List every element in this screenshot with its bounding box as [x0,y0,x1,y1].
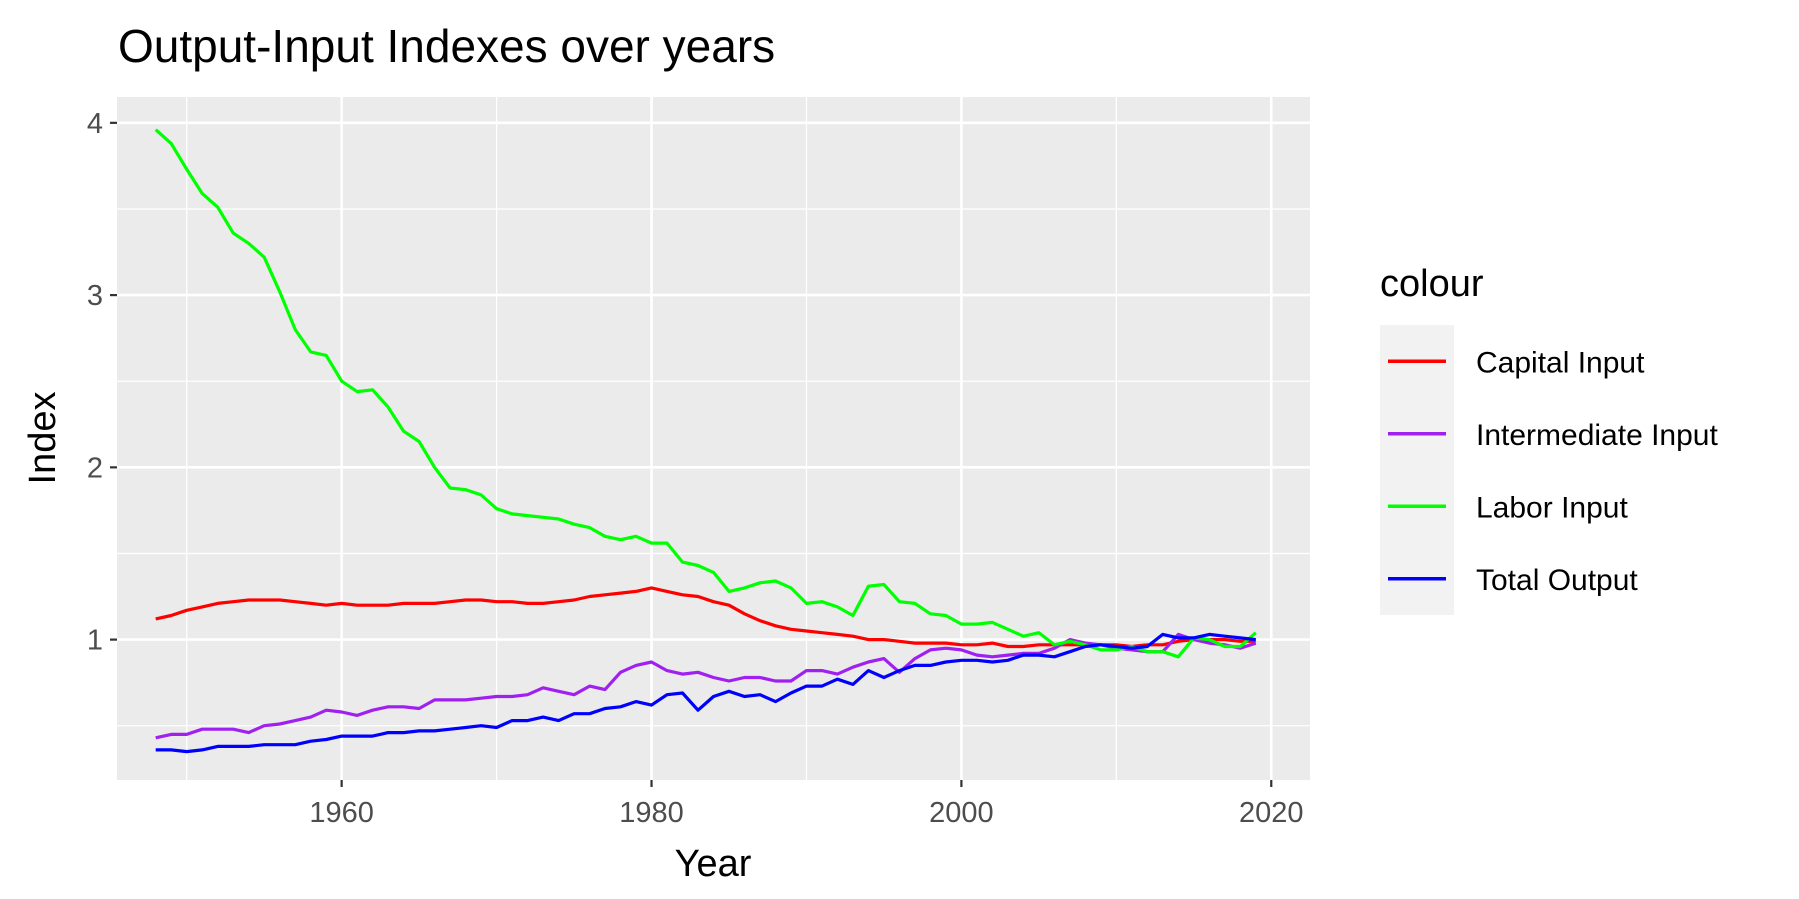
legend-label-intermediate-input: Intermediate Input [1476,419,1718,452]
series-line-capital-input [155,586,1256,649]
series-line-intermediate-input [155,632,1257,740]
series-lines [154,128,1257,754]
legend-label-capital-input: Capital Input [1476,346,1645,379]
x-axis: 1960 1980 2000 2020 [309,780,1304,829]
legend: colour Capital Input Intermediate Input La… [1380,263,1718,615]
y-tick-label: 3 [87,280,103,312]
plot-panel [117,97,1310,780]
series-line-labor-input [154,128,1257,659]
x-tick-label: 2000 [929,797,994,829]
y-tick-label: 2 [87,452,103,484]
legend-title: colour [1380,263,1484,305]
grid-minor [117,97,1310,780]
y-tick-label: 4 [87,108,103,140]
chart-title: Output-Input Indexes over years [118,20,775,72]
y-axis: 1 2 3 4 [87,108,117,657]
legend-label-labor-input: Labor Input [1476,491,1628,524]
x-tick-label: 1960 [309,797,374,829]
y-tick-label: 1 [87,625,103,657]
grid-major [117,97,1310,780]
x-tick-label: 1980 [619,797,684,829]
y-axis-title: Index [22,392,64,485]
x-axis-title: Year [675,843,752,885]
series-line-total-output [155,632,1256,754]
x-tick-label: 2020 [1239,797,1304,829]
legend-label-total-output: Total Output [1476,564,1638,597]
